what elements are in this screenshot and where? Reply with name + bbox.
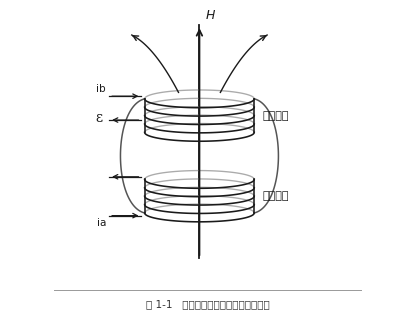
Text: 圖 1-1   兩個非接觸線圈間電磁感示意圖: 圖 1-1 兩個非接觸線圈間電磁感示意圖 [146, 299, 269, 309]
Text: ib: ib [96, 84, 106, 94]
Text: 初級線圈: 初級線圈 [262, 191, 289, 201]
Text: H: H [206, 9, 215, 22]
Text: 次級線圈: 次級線圈 [262, 110, 289, 121]
Text: ε: ε [95, 111, 103, 126]
Text: ia: ia [97, 218, 106, 228]
